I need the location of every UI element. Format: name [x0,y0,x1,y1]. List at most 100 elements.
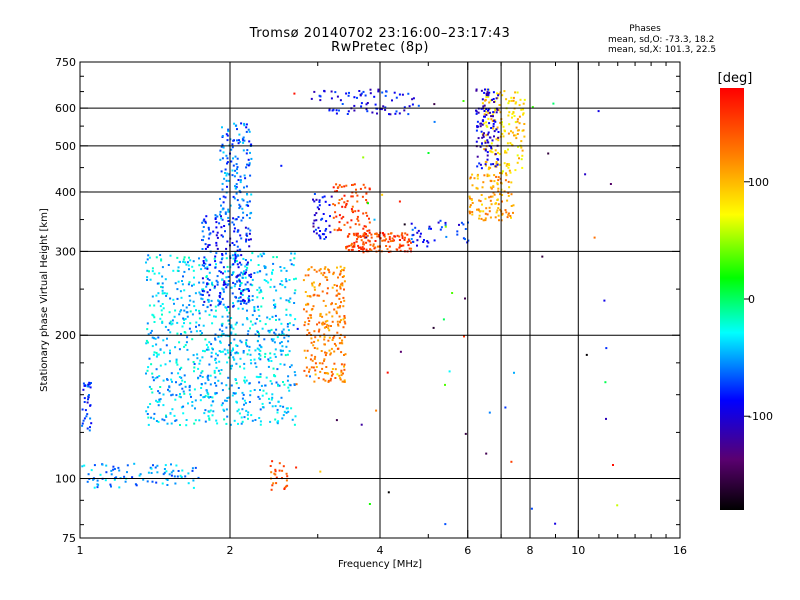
data-point [444,224,447,226]
data-point [209,304,212,307]
data-point [201,221,204,224]
data-point [245,343,248,346]
data-point [96,486,99,489]
data-point [156,471,159,474]
data-point [319,335,322,338]
data-point [231,146,234,149]
data-point [171,322,174,325]
data-point [317,226,320,229]
data-point [276,368,279,371]
data-point [236,168,238,171]
data-point [186,348,189,351]
data-point [499,163,501,166]
data-point [322,274,325,277]
data-point [335,294,338,297]
data-point [523,135,526,138]
data-point [237,266,240,269]
data-point [234,295,237,298]
data-point [331,368,334,370]
data-point [257,376,260,379]
data-point [330,347,333,350]
data-point [163,468,166,470]
data-point [233,122,236,125]
data-point [471,173,474,176]
data-point [208,417,211,420]
data-point [380,108,383,111]
data-point [343,315,346,317]
data-point [171,319,174,322]
data-point [476,187,479,190]
data-point [243,376,246,379]
data-point [166,422,169,425]
data-point [237,229,240,232]
data-point [412,240,415,243]
data-point [319,237,322,240]
data-point [333,362,336,365]
data-point [230,332,233,335]
data-point [182,317,185,320]
data-point [476,120,479,123]
data-point [484,148,487,151]
data-point [227,208,230,211]
data-point [234,187,237,190]
data-point [360,247,363,250]
data-point [161,282,164,285]
data-point [161,266,164,269]
data-point [216,236,219,239]
data-point [265,392,268,395]
data-point [81,465,84,468]
x-tick-label: 4 [377,544,384,557]
data-point [341,339,344,342]
data-point [274,305,277,308]
data-point [512,111,515,114]
data-point [225,399,228,402]
data-point [471,202,474,204]
data-point [464,228,467,230]
data-point [188,384,191,387]
data-point [365,211,368,214]
data-point [219,213,221,216]
data-point [145,410,148,413]
data-point [295,466,298,469]
data-point [339,265,342,268]
data-point [338,214,341,217]
data-point [214,255,217,258]
data-point [228,223,230,226]
data-point [247,301,250,304]
data-point [225,384,228,387]
data-point [312,281,315,284]
data-point [302,279,305,282]
data-point [272,338,275,341]
data-point [552,102,555,105]
data-point [303,308,305,311]
data-point [497,139,500,142]
data-point [231,394,234,397]
data-point [230,342,232,345]
data-point [501,94,504,97]
data-point [229,353,232,356]
data-point [342,326,345,329]
data-point [228,344,231,347]
data-point [353,243,356,246]
data-point [331,286,334,289]
data-point [327,339,330,342]
data-point [188,327,191,330]
data-point [512,99,515,102]
data-point [368,231,371,234]
data-point [416,239,419,242]
data-point [492,191,495,194]
data-point [324,354,327,357]
data-point [323,238,326,240]
data-point [189,310,192,313]
x-tick-label: 8 [527,544,534,557]
data-point [245,185,248,188]
data-point [285,479,288,482]
data-point [204,338,207,341]
data-point [377,245,379,248]
data-point [193,370,195,373]
data-point [316,294,319,297]
data-point [332,216,335,219]
data-point [269,465,272,467]
data-point [174,346,177,349]
data-point [476,125,479,128]
